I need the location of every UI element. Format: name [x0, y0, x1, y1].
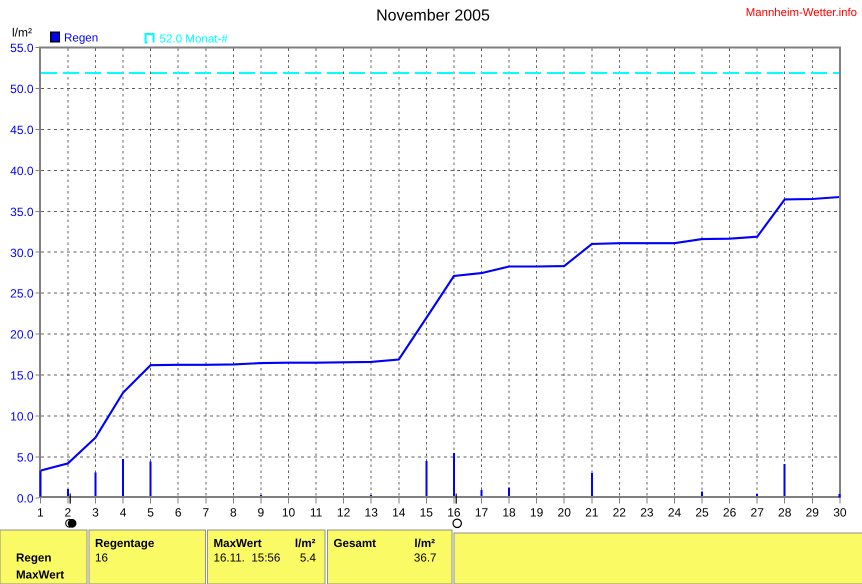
svg-text:16: 16: [447, 505, 461, 519]
svg-text:November 2005: November 2005: [376, 8, 490, 25]
svg-text:29: 29: [806, 505, 820, 519]
svg-text:15.0: 15.0: [10, 369, 34, 383]
svg-text:11: 11: [310, 505, 323, 519]
svg-text:21: 21: [585, 505, 599, 519]
svg-text:27: 27: [751, 505, 765, 519]
svg-text:18: 18: [502, 505, 516, 519]
svg-text:25: 25: [695, 505, 709, 519]
svg-text:2: 2: [65, 505, 72, 519]
svg-text:19: 19: [530, 505, 544, 519]
svg-text:16.11. 15:56: 16.11. 15:56: [214, 551, 281, 564]
svg-text:Regen: Regen: [16, 551, 51, 564]
svg-text:5: 5: [147, 505, 154, 519]
svg-text:20: 20: [558, 505, 572, 519]
svg-text:8: 8: [230, 505, 237, 519]
svg-text:13: 13: [365, 505, 379, 519]
svg-text:Mannheim-Wetter.info: Mannheim-Wetter.info: [746, 7, 857, 19]
svg-text:l/m²: l/m²: [295, 537, 316, 550]
svg-text:36.7: 36.7: [414, 551, 437, 564]
svg-text:28: 28: [778, 505, 792, 519]
svg-text:17: 17: [475, 505, 489, 519]
svg-text:24: 24: [668, 505, 682, 519]
svg-text:MaxWert: MaxWert: [214, 537, 262, 550]
svg-text:0.0: 0.0: [17, 491, 34, 505]
svg-text:45.0: 45.0: [10, 123, 34, 137]
svg-text:14: 14: [392, 505, 406, 519]
svg-text:20.0: 20.0: [10, 328, 34, 342]
svg-text:5.0: 5.0: [17, 451, 34, 465]
svg-text:22: 22: [613, 505, 627, 519]
svg-text:16: 16: [95, 551, 108, 564]
svg-text:MaxWert: MaxWert: [16, 568, 64, 581]
svg-text:l/m²: l/m²: [414, 537, 435, 550]
svg-text:9: 9: [258, 505, 265, 519]
svg-text:Regentage: Regentage: [95, 537, 155, 550]
svg-text:5.4: 5.4: [300, 551, 317, 564]
svg-text:26: 26: [723, 505, 737, 519]
svg-text:15: 15: [420, 505, 434, 519]
svg-text:55.0: 55.0: [10, 41, 34, 55]
svg-text:3: 3: [92, 505, 99, 519]
svg-text:35.0: 35.0: [10, 205, 34, 219]
svg-text:50.0: 50.0: [10, 82, 34, 96]
svg-text:1: 1: [37, 505, 44, 519]
svg-text:6: 6: [175, 505, 182, 519]
svg-text:7: 7: [202, 505, 209, 519]
svg-text:Regen: Regen: [64, 32, 98, 45]
svg-text:Gesamt: Gesamt: [334, 537, 377, 550]
svg-text:52.0 Monat-#: 52.0 Monat-#: [160, 32, 229, 45]
svg-text:40.0: 40.0: [10, 164, 34, 178]
svg-text:4: 4: [120, 505, 127, 519]
svg-text:12: 12: [337, 505, 351, 519]
svg-text:10: 10: [282, 505, 296, 519]
svg-text:10.0: 10.0: [10, 410, 34, 424]
svg-text:25.0: 25.0: [10, 287, 34, 301]
svg-text:30: 30: [833, 505, 847, 519]
svg-text:l/m²: l/m²: [12, 26, 32, 40]
svg-text:23: 23: [640, 505, 654, 519]
svg-text:30.0: 30.0: [10, 246, 34, 260]
